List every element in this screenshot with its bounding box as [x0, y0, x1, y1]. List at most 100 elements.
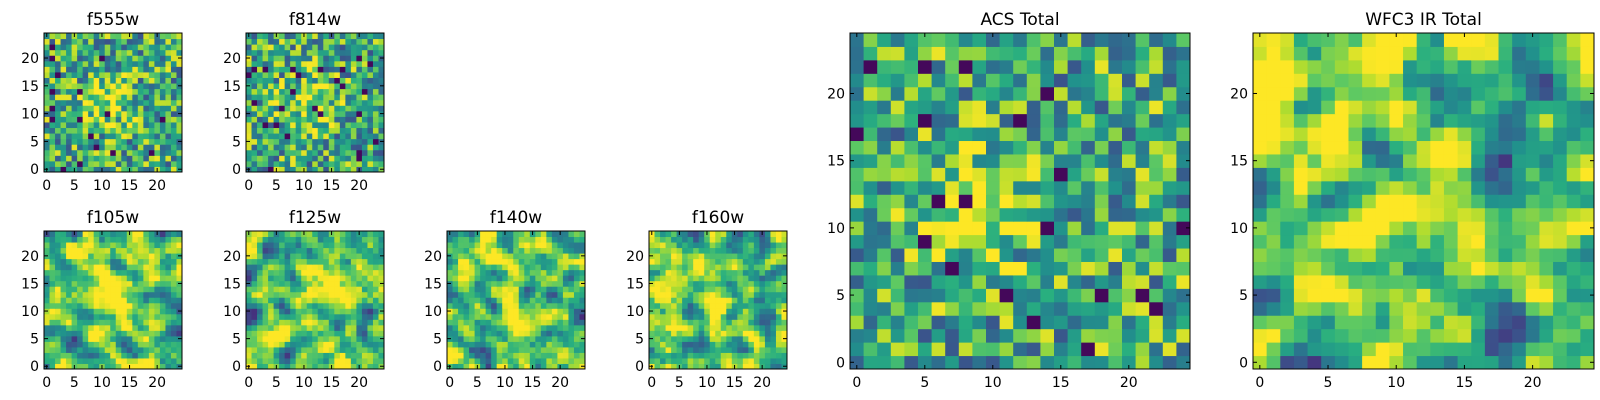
heatmap-cell	[257, 110, 264, 117]
heatmap-cell	[863, 140, 878, 155]
heatmap-cell	[268, 247, 275, 254]
heatmap-cell	[748, 352, 755, 359]
heatmap-cell	[334, 110, 341, 117]
heatmap-cell	[60, 133, 67, 140]
heatmap-cell	[328, 44, 335, 51]
heatmap-cell	[176, 33, 183, 40]
heatmap-cell	[715, 302, 722, 309]
heatmap-cell	[715, 346, 722, 353]
heatmap-cell	[693, 335, 700, 342]
heatmap-cell	[1348, 248, 1363, 262]
heatmap-cell	[737, 302, 744, 309]
heatmap-cell	[458, 363, 465, 370]
heatmap-cell	[1525, 355, 1540, 370]
heatmap-cell	[121, 319, 128, 326]
heatmap-cell	[742, 363, 749, 370]
heatmap-cell	[170, 231, 177, 238]
heatmap-cell	[290, 105, 297, 112]
heatmap-cell	[350, 242, 357, 249]
heatmap-cell	[1430, 261, 1445, 276]
heatmap-cell	[121, 160, 128, 167]
heatmap-cell	[115, 83, 122, 90]
heatmap-cell	[557, 302, 564, 309]
heatmap-cell	[1539, 274, 1554, 289]
heatmap-cell	[1013, 180, 1028, 195]
heatmap-cell	[877, 140, 892, 155]
heatmap-cell	[671, 346, 678, 353]
heatmap-cell	[279, 99, 286, 106]
heatmap-cell	[551, 258, 558, 265]
heatmap-cell	[463, 363, 470, 370]
heatmap-cell	[665, 335, 672, 342]
heatmap-cell	[665, 269, 672, 276]
heatmap-cell	[88, 116, 95, 123]
heatmap-cell	[579, 357, 586, 364]
heatmap-cell	[579, 269, 586, 276]
x-tick-label: 15	[323, 178, 341, 194]
heatmap-cell	[1040, 100, 1055, 115]
heatmap-cell	[334, 149, 341, 156]
heatmap-cell	[257, 308, 264, 315]
heatmap-cell	[491, 335, 498, 342]
heatmap-cell	[775, 297, 782, 304]
heatmap-cell	[546, 231, 553, 238]
y-tick-label: 20	[827, 86, 845, 102]
heatmap-cell	[295, 330, 302, 337]
x-tick-label: 0	[852, 375, 861, 391]
heatmap-cell	[546, 363, 553, 370]
heatmap-cell	[301, 149, 308, 156]
heatmap-cell	[1362, 167, 1377, 182]
heatmap-cell	[137, 286, 144, 293]
heatmap-cell	[1389, 234, 1404, 249]
heatmap-cell	[524, 319, 531, 326]
heatmap-cell	[748, 346, 755, 353]
heatmap-cell	[77, 269, 84, 276]
heatmap-cell	[676, 335, 683, 342]
heatmap-cell	[367, 297, 374, 304]
heatmap-cell	[251, 77, 258, 84]
heatmap-cell	[273, 280, 280, 287]
heatmap-cell	[1471, 234, 1486, 249]
heatmap-cell	[513, 275, 520, 282]
heatmap-cell	[1348, 194, 1363, 209]
heatmap-cell	[748, 247, 755, 254]
heatmap-cell	[121, 83, 128, 90]
heatmap-cell	[1176, 127, 1191, 142]
heatmap-cell	[268, 94, 275, 101]
heatmap-cell	[273, 83, 280, 90]
heatmap-cell	[71, 88, 78, 95]
heatmap-cell	[110, 258, 117, 265]
heatmap-cell	[361, 308, 368, 315]
heatmap-cell	[165, 138, 172, 145]
heatmap-cell	[704, 341, 711, 348]
heatmap-cell	[660, 280, 667, 287]
heatmap-cell	[110, 116, 117, 123]
heatmap-cell	[290, 275, 297, 282]
heatmap-cell	[704, 297, 711, 304]
heatmap-cell	[877, 315, 892, 330]
heatmap-cell	[284, 49, 291, 56]
heatmap-cell	[295, 275, 302, 282]
heatmap-cell	[137, 99, 144, 106]
heatmap-cell	[452, 357, 459, 364]
heatmap-cell	[480, 363, 487, 370]
heatmap-cell	[1471, 342, 1486, 357]
heatmap-cell	[328, 324, 335, 331]
heatmap-cell	[110, 319, 117, 326]
heatmap-cell	[781, 275, 788, 282]
heatmap-cell	[334, 280, 341, 287]
heatmap-cell	[1149, 234, 1164, 249]
heatmap-cell	[1081, 288, 1096, 303]
heatmap-cell	[345, 363, 352, 370]
heatmap-cell	[323, 66, 330, 73]
heatmap-cell	[356, 352, 363, 359]
heatmap-cell	[1054, 234, 1069, 249]
heatmap-cell	[1321, 342, 1336, 357]
heatmap-cell	[665, 264, 672, 271]
heatmap-cell	[284, 302, 291, 309]
heatmap-cell	[682, 330, 689, 337]
heatmap-cell	[748, 269, 755, 276]
heatmap-cell	[1280, 180, 1295, 195]
heatmap-cell	[323, 88, 330, 95]
heatmap-cell	[77, 55, 84, 62]
